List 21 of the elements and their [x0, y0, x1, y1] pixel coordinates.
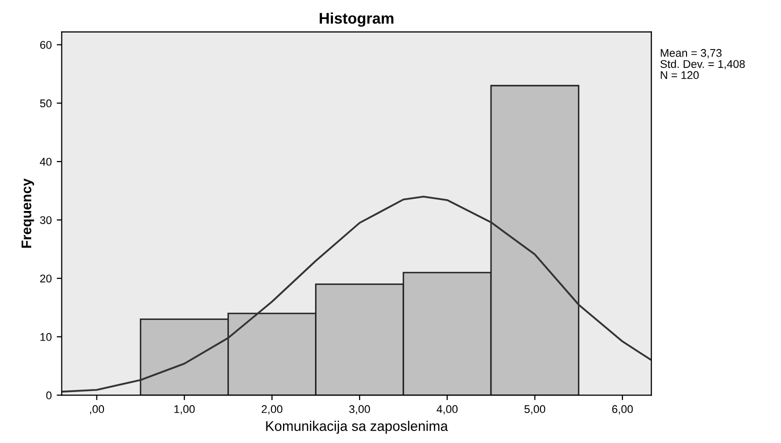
x-tick-label: 3,00	[349, 405, 370, 414]
text: Mean = 3,73	[660, 49, 722, 58]
x-tick-label: 4,00	[436, 405, 458, 414]
x-tick-label: 5,00	[524, 405, 546, 414]
chart-title: Histogram	[320, 12, 394, 27]
x-axis-title: Komunikacija sa zaposlenima	[266, 420, 448, 434]
y-tick-label: 20	[40, 274, 52, 282]
x-tick-label: 6,00	[612, 405, 633, 414]
x-tick-label: ,00	[90, 405, 104, 414]
x-tick-label: 2,00	[262, 405, 282, 414]
y-tick-label: 50	[40, 99, 52, 108]
y-tick-label: 30	[40, 216, 52, 224]
y-tick-label: 60	[40, 41, 52, 49]
text: N = 120	[660, 71, 699, 80]
y-tick-label: 10	[40, 333, 52, 341]
y-tick-label: 0	[46, 391, 52, 400]
line-series	[62, 196, 652, 393]
x-tick-label: 1,00	[174, 405, 195, 414]
text: Std. Dev. = 1,408	[660, 60, 745, 70]
y-axis-title: Frequency	[22, 178, 34, 248]
y-tick-label: 40	[40, 158, 52, 166]
